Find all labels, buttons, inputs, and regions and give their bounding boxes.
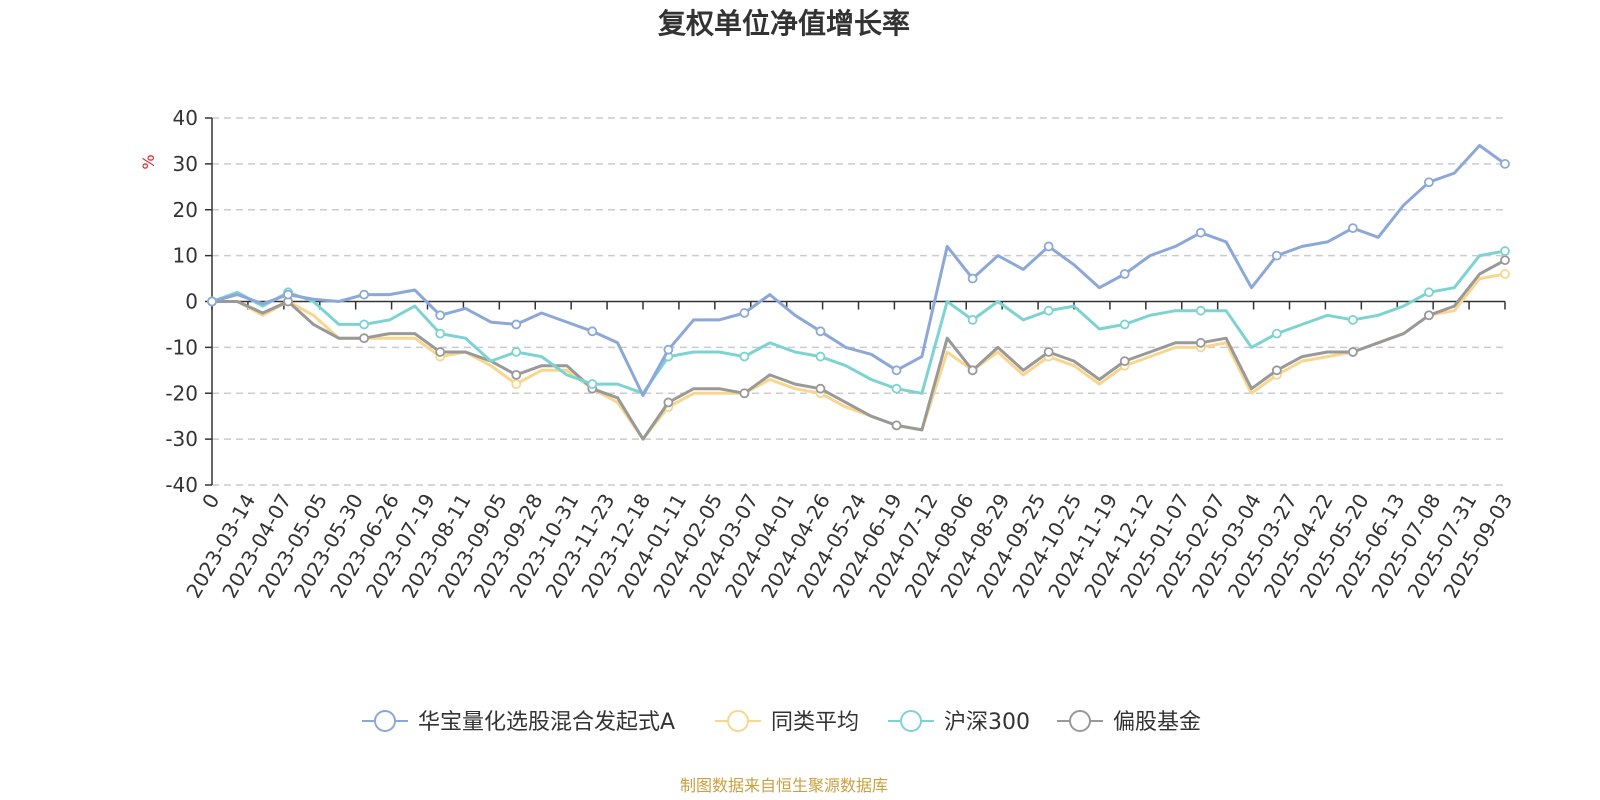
data-point [1271, 328, 1282, 339]
data-point [1195, 305, 1206, 316]
data-point [1424, 310, 1434, 321]
series-line [212, 258, 1506, 441]
data-point [1195, 337, 1206, 348]
data-point [1043, 305, 1054, 316]
legend-item-1: 同类平均 [715, 710, 859, 735]
legend-label: 偏股基金 [1113, 710, 1201, 735]
data-point [359, 319, 370, 330]
data-point [435, 347, 446, 357]
data-point [739, 351, 750, 362]
data-point [967, 273, 978, 284]
data-point [1271, 365, 1282, 376]
data-point [1195, 227, 1206, 238]
y-tick-label: 40 [173, 106, 198, 130]
y-tick-label: -10 [165, 335, 198, 359]
data-point [1043, 241, 1054, 252]
legend-item-2: 沪深300 [888, 710, 1030, 735]
data-point [1347, 314, 1358, 325]
data-point [1119, 269, 1130, 279]
data-point [1500, 269, 1510, 279]
y-tick-label: 10 [173, 244, 198, 268]
data-point [1271, 250, 1282, 261]
legend-item-3: 偏股基金 [1057, 710, 1201, 735]
data-point [511, 369, 522, 380]
data-point [1347, 347, 1358, 357]
y-tick-label: 30 [173, 152, 198, 176]
data-point [1424, 287, 1434, 298]
chart-title: 复权单位净值增长率 [658, 7, 910, 40]
data-point [511, 347, 522, 357]
x-tick-label: 0 [197, 490, 224, 513]
series-line [211, 144, 1506, 397]
legend-marker [727, 710, 749, 732]
legend: 华宝量化选股混合发起式A 同类平均 沪深300 偏股基金 [362, 710, 1201, 735]
legend-item-0: 华宝量化选股混合发起式A [362, 710, 675, 735]
data-point [207, 296, 217, 307]
y-tick-label: 0 [185, 290, 198, 314]
data-point [587, 379, 598, 389]
data-point [1500, 246, 1510, 256]
data-point [1119, 356, 1130, 367]
series-2 [207, 246, 1510, 395]
y-tick-label: -30 [165, 427, 198, 451]
y-tick-label: -20 [165, 381, 198, 405]
data-point [511, 319, 522, 330]
series-line [212, 272, 1506, 441]
legend-label: 华宝量化选股混合发起式A [418, 710, 675, 735]
data-point [739, 388, 750, 399]
source-note: 制图数据来自恒生聚源数据库 [680, 776, 888, 795]
data-point [739, 308, 750, 318]
data-point [815, 326, 826, 337]
legend-marker [900, 710, 922, 732]
data-point [1347, 223, 1358, 234]
data-point [1043, 347, 1054, 357]
series-3 [207, 255, 1510, 441]
data-point [663, 344, 674, 355]
data-point [435, 310, 446, 321]
series-0 [207, 144, 1510, 397]
data-point [1500, 255, 1510, 266]
data-point [511, 379, 522, 389]
data-point [891, 383, 902, 394]
data-point [815, 383, 826, 394]
legend-marker [1069, 710, 1091, 732]
data-point [359, 333, 370, 344]
y-tick-label: -40 [165, 473, 198, 497]
data-point [815, 351, 826, 362]
data-point [587, 326, 598, 337]
data-point [891, 420, 902, 431]
series-line [211, 249, 1506, 395]
data-point [663, 397, 674, 408]
data-point [1424, 177, 1434, 188]
data-series [207, 144, 1510, 441]
y-tick-label: 20 [173, 198, 198, 222]
legend-label: 沪深300 [944, 710, 1030, 735]
legend-marker [374, 710, 396, 732]
data-point [283, 289, 293, 300]
data-point [1500, 158, 1510, 169]
data-point [967, 365, 978, 376]
data-point [435, 328, 446, 339]
legend-label: 同类平均 [771, 710, 859, 735]
data-point [1119, 319, 1130, 330]
data-point [891, 365, 902, 376]
y-axis-label: % [139, 154, 158, 169]
data-point [967, 314, 978, 325]
data-point [359, 289, 370, 300]
